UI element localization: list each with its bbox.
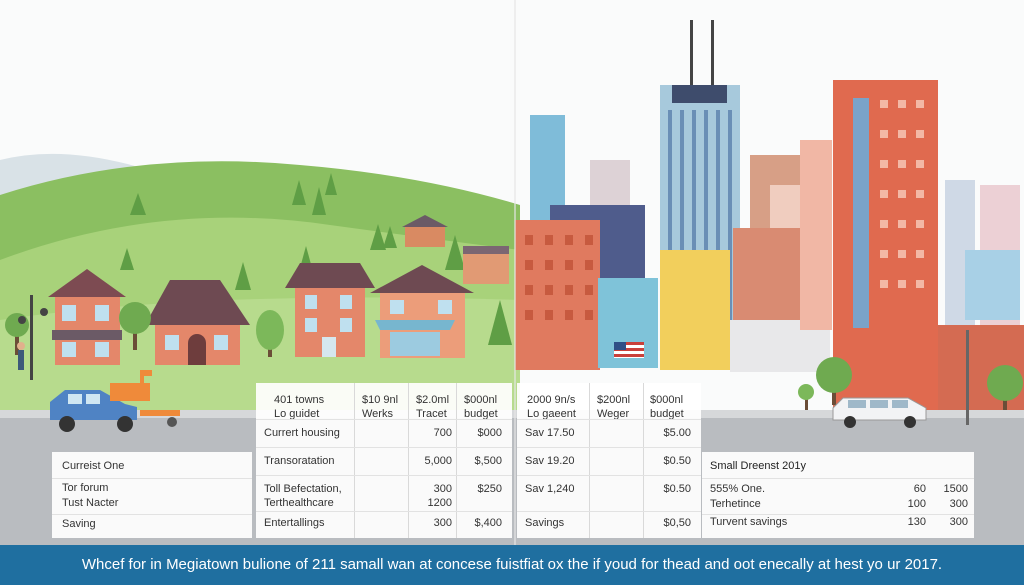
table-cell: $0,50 [663,517,691,529]
column-header: $2.0ml Tracet [416,394,450,420]
column-header: $200nl Weger [597,394,631,420]
table-row-label: Entertallings [264,517,325,529]
table-cell: 300 [949,516,968,528]
table-cell: 300 [949,498,968,510]
table-cell: $5.00 [663,427,691,439]
table-cell: $,500 [474,455,502,467]
table-row-label: Terhetince [710,498,761,510]
table-cell: 130 [907,516,926,528]
column-header: $000nl budget [464,394,498,420]
table-row-label: Tust Nacter [62,497,119,509]
table-row-label: Sav 17.50 [525,427,575,439]
city-budget-table: 2000 9n/s Lo gaeent $200nl Weger $000nl bud… [517,383,701,538]
table-cell: 100 [907,498,926,510]
table-cell: 300 [433,517,452,529]
house-center [145,280,250,365]
table-cell: $0.50 [663,483,691,495]
column-header: 401 towns Lo guidet [274,394,325,420]
table-row-label: Toll Befectation, Terthealthcare [264,483,342,509]
flag-icon [614,342,644,358]
city-trees [798,357,1023,420]
pedestrian [18,350,24,370]
column-header: $000nl budget [650,394,684,420]
caption-text: Whcef for in Megiatown bulione of 211 sa… [81,556,943,573]
table-cell: 300 1200 [427,483,452,509]
town-budget-table: 401 towns Lo guidet $10 9nl Werks $2.0ml Tr… [256,383,512,538]
table-row-label: Curreist One [62,460,125,472]
white-van [832,397,927,428]
small-house [405,225,445,247]
table-row-label: Sav 19.20 [525,455,575,467]
table-cell: $000 [477,427,502,439]
roadside-trees [5,302,284,357]
house-left [48,269,126,365]
blue-car [50,390,137,432]
house-two-story [285,263,375,357]
table-cell: $0.50 [663,455,691,467]
table-cell: 700 [433,427,452,439]
city-skyline [515,20,1024,415]
table-cell: 5,000 [424,455,452,467]
table-row-label: Turvent savings [710,516,788,528]
caption-banner: Whcef for in Megiatown bulione of 211 sa… [0,545,1024,585]
table-cell: $250 [477,483,502,495]
table-cell: 1500 [943,483,968,495]
table-row-label: Sav 1,240 [525,483,575,495]
street-lamp [30,295,33,380]
city-street-lamp [966,330,969,425]
table-title: Small Dreenst 201y [710,460,806,472]
split-divider [514,0,516,545]
house-shop [370,265,474,358]
table-row-label: Currert housing [264,427,340,439]
column-header: $10 9nl Werks [362,394,399,420]
hill-trees [120,173,512,350]
savings-summary-table: Small Dreenst 201y 555% One. 60 1500 Ter… [702,452,974,538]
table-cell: $,400 [474,517,502,529]
table-row-label: Tor forum [62,482,109,494]
column-header: 2000 9n/s Lo gaeent [527,394,576,420]
trailer [110,370,180,427]
table-row-label: Saving [62,518,96,530]
table-row-label: Transoratation [264,455,335,467]
left-budget-table: Curreist One Tor forum Tust Nacter Savin… [52,452,252,538]
small-house [463,252,509,284]
table-row-label: Savings [525,517,565,529]
table-cell: 60 [913,483,926,495]
table-row-label: 555% One. [710,483,766,495]
